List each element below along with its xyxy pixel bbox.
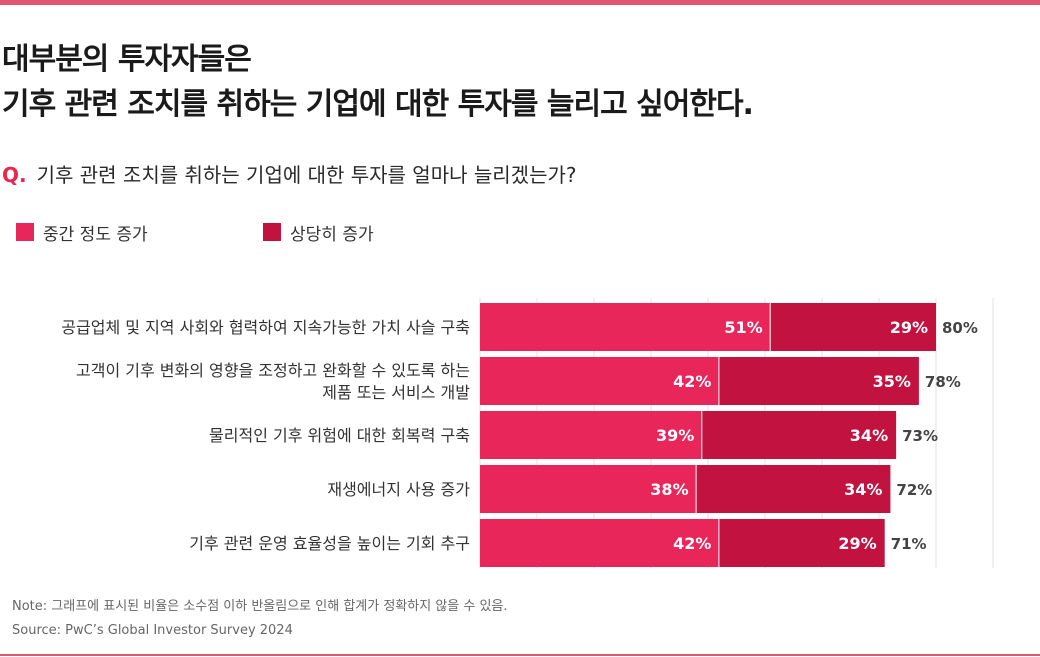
total-label: 80% [942,319,978,337]
page-title: 대부분의 투자자들은 기후 관련 조치를 취하는 기업에 대한 투자를 늘리고 … [2,37,754,127]
total-label: 71% [891,535,927,553]
bottom-accent-line [0,654,1040,656]
legend-label-significant: 상당히 증가 [290,224,374,245]
bar-significant [770,303,936,351]
data-label: 51% [724,318,762,337]
data-label: 34% [850,426,888,445]
question-text: 기후 관련 조치를 취하는 기업에 대한 투자를 얼마나 늘리겠는가? [36,163,577,187]
title-line-2: 기후 관련 조치를 취하는 기업에 대한 투자를 늘리고 싶어한다. [2,87,754,122]
legend-item-moderate: 중간 정도 증가 [16,220,148,245]
data-label: 35% [873,372,911,391]
source-note: Source: PwC’s Global Investor Survey 202… [12,623,293,638]
bar-moderate [480,465,696,513]
footnote: Note: 그래프에 표시된 비율은 소수점 이하 반올림으로 인해 합계가 정… [12,599,508,614]
bar-moderate [480,519,719,567]
question-mark: Q. [2,163,27,187]
total-label: 73% [902,427,938,445]
category-label: 공급업체 및 지역 사회와 협력하여 지속가능한 가치 사슬 구축 [61,318,470,337]
legend-item-significant: 상당히 증가 [263,220,374,245]
data-label: 38% [650,480,688,499]
legend-label-moderate: 중간 정도 증가 [43,224,148,245]
bar-significant [702,411,897,459]
category-label: 물리적인 기후 위험에 대한 회복력 구축 [209,426,470,445]
category-label: 재생에너지 사용 증가 [327,480,470,499]
category-label: 기후 관련 운영 효율성을 높이는 기회 추구 [189,534,470,553]
total-label: 78% [925,373,961,391]
bar-significant [719,357,919,405]
legend-swatch-significant [263,223,281,241]
total-label: 72% [896,481,932,499]
data-label: 39% [656,426,694,445]
bar-moderate [480,411,702,459]
data-label: 29% [838,534,876,553]
category-label: 제품 또는 서비스 개발 [322,383,470,402]
data-label: 42% [673,372,711,391]
data-label: 29% [890,318,928,337]
survey-question: Q. 기후 관련 조치를 취하는 기업에 대한 투자를 얼마나 늘리겠는가? [2,160,576,190]
title-line-1: 대부분의 투자자들은 [2,42,252,77]
bar-moderate [480,357,719,405]
top-accent-bar [0,0,1040,5]
data-label: 34% [844,480,882,499]
bar-significant [696,465,891,513]
bar-moderate [480,303,770,351]
legend-swatch-moderate [16,223,34,241]
category-label: 고객이 기후 변화의 영향을 조정하고 완화할 수 있도록 하는 [76,361,470,380]
bar-significant [719,519,885,567]
data-label: 42% [673,534,711,553]
